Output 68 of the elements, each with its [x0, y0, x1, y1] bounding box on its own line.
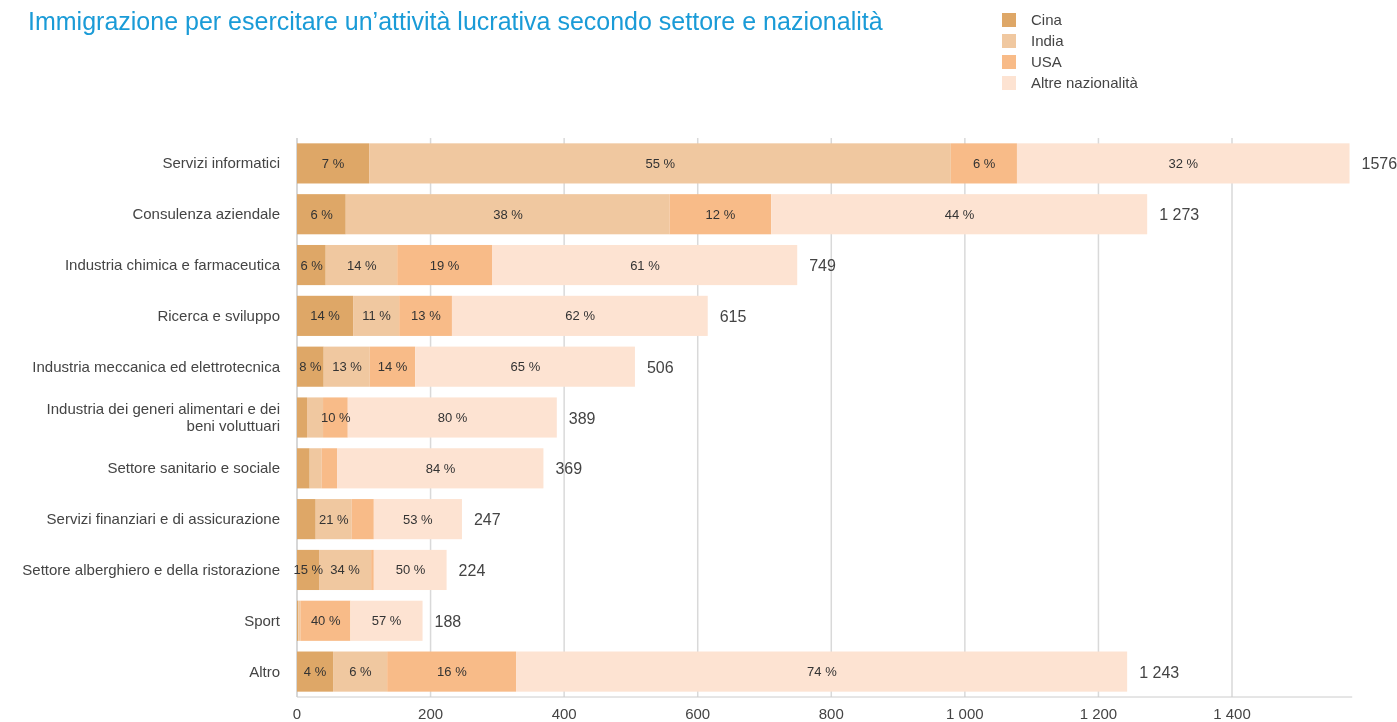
annotation: 44 % [944, 206, 975, 222]
legend-label: Cina [1031, 11, 1063, 28]
annotation: 6 % [310, 206, 334, 222]
annotation: 32 % [1168, 155, 1199, 171]
y-tick-label: Ricerca e sviluppo [157, 306, 280, 324]
annotation: 14 % [377, 359, 408, 375]
annotation: 4 % [303, 664, 327, 680]
annotation: 65 % [510, 359, 541, 375]
x-tick-label: 200 [418, 705, 444, 722]
total-label: 1 273 [1159, 206, 1200, 224]
y-tick-label: Sport [244, 611, 281, 629]
annotation: 13 % [411, 308, 442, 324]
annotation: 7 % [321, 155, 345, 171]
legend-label: India [1031, 32, 1065, 49]
x-tick-label: 1 000 [946, 705, 984, 722]
annotation: 53 % [403, 511, 434, 527]
annotation: 6 % [349, 664, 373, 680]
annotation: 8 % [299, 359, 322, 375]
annotation: 11 % [362, 308, 392, 324]
y-tick-label: Settore sanitario e sociale [107, 459, 280, 477]
annotation: 50 % [395, 562, 426, 578]
annotation: 14 % [310, 308, 341, 324]
annotation: 12 % [705, 206, 736, 222]
x-tick-label: 600 [685, 705, 711, 722]
annotation: 14 % [346, 257, 378, 273]
y-tick-label: Servizi finanziari e di assicurazione [46, 510, 280, 528]
annotation: 10 % [320, 410, 351, 425]
annotation: 40 % [310, 613, 341, 629]
x-tick-label: 1 400 [1213, 705, 1251, 722]
annotation: 6 % [300, 257, 324, 273]
annotation: 55 % [645, 155, 676, 171]
y-tick-label: Consulenza aziendale [132, 205, 280, 223]
x-tick-label: 1 200 [1079, 705, 1118, 722]
x-tick-label: 0 [292, 705, 302, 722]
annotation: 13 % [332, 359, 363, 375]
annotation: 84 % [425, 460, 456, 476]
legend-label: USA [1031, 53, 1062, 70]
legend-label: Altre nazionalità [1031, 74, 1139, 91]
total-label: 1 243 [1139, 663, 1180, 681]
annotation: 38 % [493, 206, 524, 222]
total-label: 749 [809, 257, 837, 275]
total-label: 1576 [1361, 155, 1397, 173]
annotation: 57 % [371, 613, 402, 629]
annotation: 74 % [807, 664, 838, 680]
total-label: 389 [568, 409, 596, 427]
annotation: 61 % [630, 257, 661, 273]
y-tick-label: Industria dei generi alimentari e dei beni voluttuari [46, 400, 280, 434]
total-label: 188 [434, 612, 462, 630]
x-tick-label: 800 [818, 705, 844, 722]
annotation: 34 % [330, 562, 361, 578]
total-label: 247 [473, 511, 501, 529]
annotation: 19 % [429, 257, 460, 273]
y-tick-label: Settore alberghiero e della ristorazione [22, 560, 280, 578]
total-label: 369 [555, 460, 583, 478]
y-tick-label: Altro [249, 662, 280, 680]
annotation: 6 % [973, 155, 996, 171]
total-label: 506 [646, 358, 674, 376]
y-tick-label: Industria chimica e farmaceutica [64, 256, 281, 274]
chart-title: Immigrazione per esercitare un’attività lucrativa secondo settore e nazionalità [28, 7, 883, 35]
annotation: 80 % [437, 410, 468, 425]
annotation: 62 % [565, 308, 596, 324]
total-label: 224 [458, 561, 486, 579]
x-tick-label: 400 [551, 705, 577, 722]
y-tick-label: Servizi informatici [162, 154, 280, 172]
total-label: 615 [719, 307, 747, 325]
y-tick-label: Industria meccanica ed elettrotecnica [32, 357, 281, 375]
annotation: 16 % [437, 664, 468, 680]
annotation: 21 % [318, 511, 349, 527]
